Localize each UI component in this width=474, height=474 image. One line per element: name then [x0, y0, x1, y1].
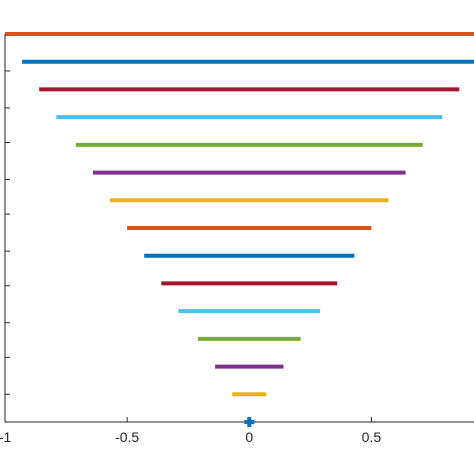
x-tick-label-3: 0: [245, 429, 253, 445]
origin-marker: [244, 417, 255, 427]
series-layer: [5, 32, 474, 397]
marker-layer: [244, 417, 255, 427]
x-tick-label-4: 0.5: [362, 429, 382, 445]
x-tick-label-1: -1: [0, 429, 11, 445]
axes-layer: -1 -0.5 0 0.5: [0, 34, 474, 445]
x-tick-label-2: -0.5: [115, 429, 139, 445]
